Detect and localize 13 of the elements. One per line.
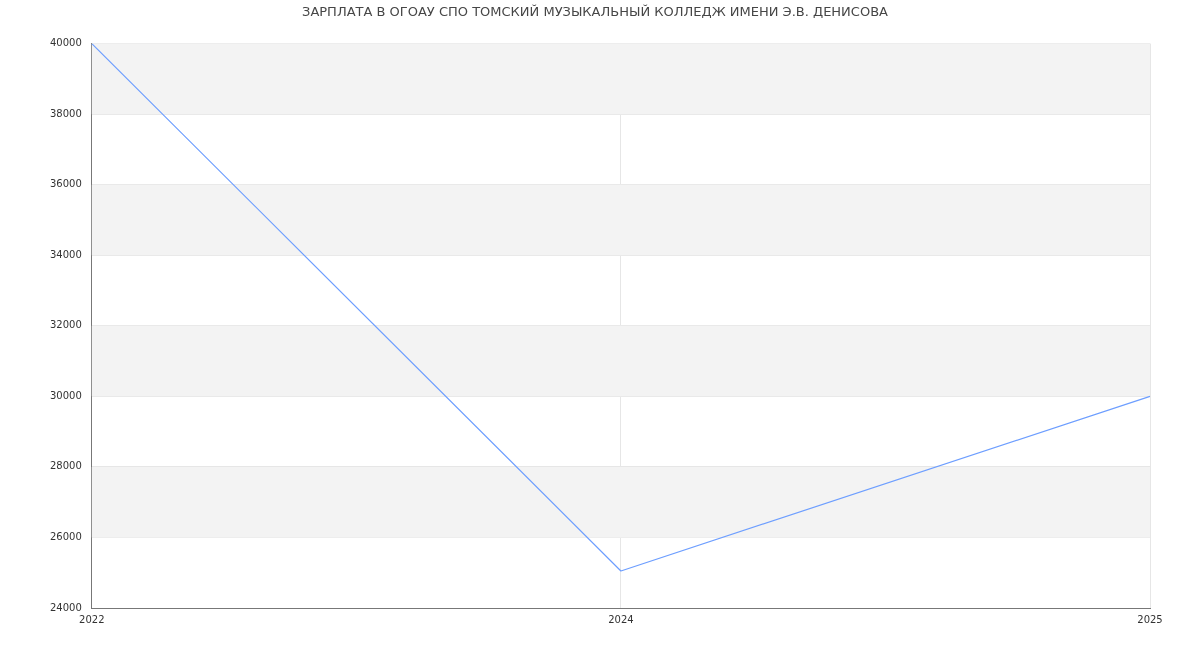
y-tick-label: 36000	[50, 178, 82, 190]
y-tick-label: 38000	[50, 107, 82, 119]
y-tick-label: 30000	[50, 389, 82, 401]
x-tick-label: 2024	[608, 613, 634, 625]
y-tick-label: 32000	[50, 319, 82, 331]
x-tick-label: 2022	[79, 613, 105, 625]
chart-title: ЗАРПЛАТА В ОГОАУ СПО ТОМСКИЙ МУЗЫКАЛЬНЫЙ КОЛЛЕДЖ ИМЕНИ Э.В. ДЕНИСОВА	[302, 4, 889, 20]
x-tick-label: 2025	[1137, 613, 1163, 625]
y-tick-label: 34000	[50, 248, 82, 260]
y-tick-label: 26000	[50, 531, 82, 543]
y-tick-label: 40000	[50, 37, 82, 49]
y-tick-label: 24000	[50, 601, 82, 613]
y-tick-label: 28000	[50, 460, 82, 472]
